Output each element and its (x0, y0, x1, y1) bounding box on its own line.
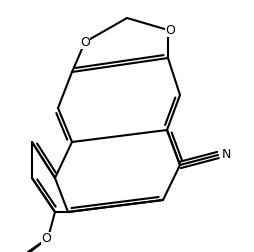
Text: O: O (80, 36, 90, 48)
Text: O: O (41, 232, 51, 244)
Text: O: O (165, 23, 175, 37)
Text: N: N (222, 148, 231, 162)
